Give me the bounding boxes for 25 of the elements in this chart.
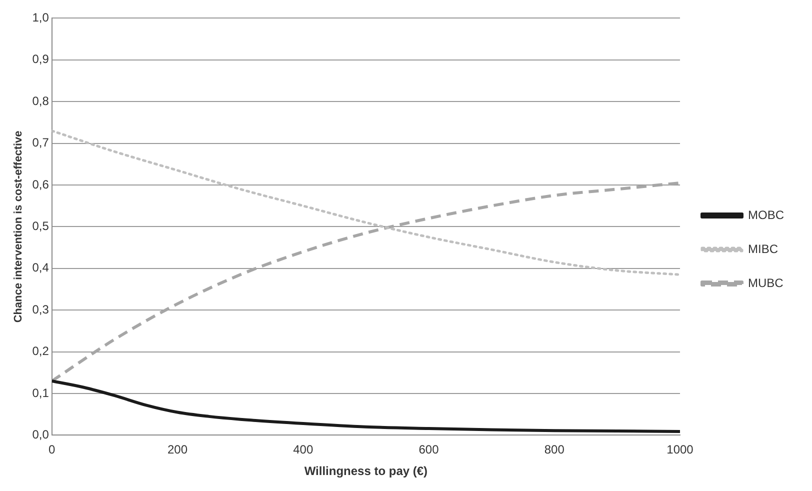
legend-label: MUBC (748, 276, 784, 290)
x-tick-label: 800 (544, 442, 565, 457)
legend-label: MIBC (748, 242, 778, 256)
line-series (52, 181, 680, 382)
y-tick-label: 0,1 (32, 386, 50, 400)
x-axis-title: Willingness to pay (€) (304, 464, 428, 478)
y-tick-label: 0,4 (32, 260, 50, 275)
y-tick-label: 0,3 (32, 302, 50, 316)
y-tick-label: 0,8 (32, 94, 50, 108)
line-series (52, 130, 680, 276)
y-tick-label: 1,0 (32, 10, 50, 25)
y-tick-label: 0,2 (32, 344, 50, 358)
x-tick-label: 1000 (666, 442, 694, 457)
y-tick-label: 0,5 (32, 219, 50, 234)
y-axis-title: Chance intervention is cost-effective (12, 130, 25, 323)
line-series (52, 379, 680, 433)
y-tick-label: 0,6 (32, 177, 50, 192)
legend-label: MOBC (748, 208, 784, 222)
y-tick-label: 0,9 (32, 52, 50, 66)
y-tick-label: 0,7 (32, 136, 50, 150)
x-tick-label: 200 (167, 442, 188, 457)
x-tick-label: 0 (48, 442, 56, 457)
x-tick-label: 400 (293, 442, 314, 457)
x-tick-label: 600 (418, 442, 440, 457)
y-tick-label: 0,0 (32, 428, 50, 442)
